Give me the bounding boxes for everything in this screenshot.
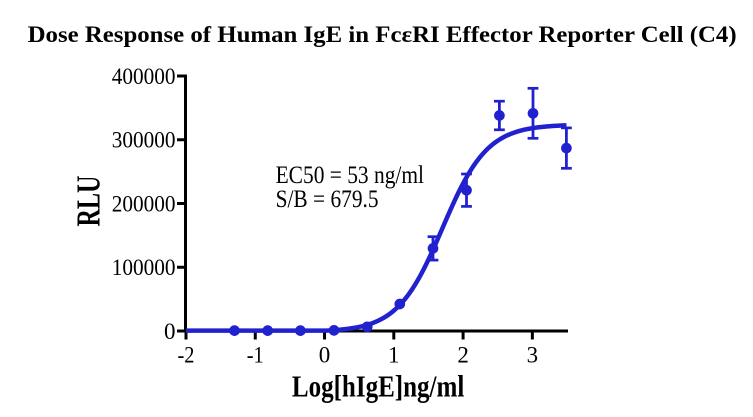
svg-text:RLU: RLU [70, 176, 107, 227]
svg-text:300000: 300000 [112, 128, 176, 153]
svg-text:Log[hIgE]ng/ml: Log[hIgE]ng/ml [292, 369, 465, 404]
svg-text:0: 0 [164, 319, 176, 344]
svg-text:0: 0 [319, 343, 331, 368]
svg-text:1: 1 [388, 343, 400, 368]
svg-text:EC50 = 53 ng/ml: EC50 = 53 ng/ml [276, 162, 424, 189]
svg-text:S/B = 679.5: S/B = 679.5 [276, 186, 379, 213]
svg-text:-1: -1 [247, 343, 264, 368]
svg-text:3: 3 [527, 343, 539, 368]
svg-text:2: 2 [457, 343, 469, 368]
svg-text:200000: 200000 [112, 191, 176, 216]
svg-text:Dose Response of Human IgE in: Dose Response of Human IgE in FcεRI Effe… [28, 22, 737, 48]
svg-text:100000: 100000 [112, 255, 176, 280]
svg-text:-2: -2 [178, 343, 195, 368]
svg-text:400000: 400000 [112, 64, 176, 89]
